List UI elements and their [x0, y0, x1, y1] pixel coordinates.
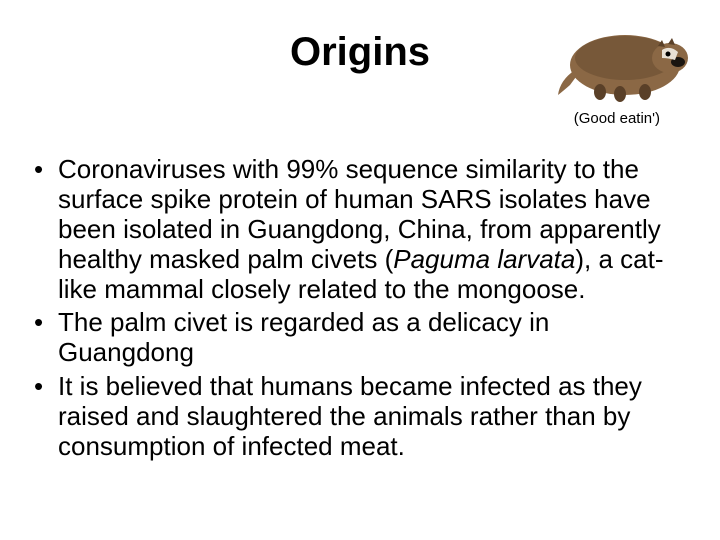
- bullet-list: Coronaviruses with 99% sequence similari…: [30, 155, 690, 462]
- civet-image: [550, 10, 690, 105]
- bullet-text: It is believed that humans became infect…: [58, 371, 642, 461]
- bullet-item: It is believed that humans became infect…: [30, 372, 690, 462]
- bullet-item: Coronaviruses with 99% sequence similari…: [30, 155, 690, 304]
- slide: Origins (Good eatin') Coronaviruses with…: [0, 0, 720, 540]
- bullet-italic: Paguma larvata: [393, 244, 575, 274]
- bullet-item: The palm civet is regarded as a delicacy…: [30, 308, 690, 368]
- image-caption: (Good eatin'): [574, 110, 660, 127]
- bullet-text: The palm civet is regarded as a delicacy…: [58, 307, 549, 367]
